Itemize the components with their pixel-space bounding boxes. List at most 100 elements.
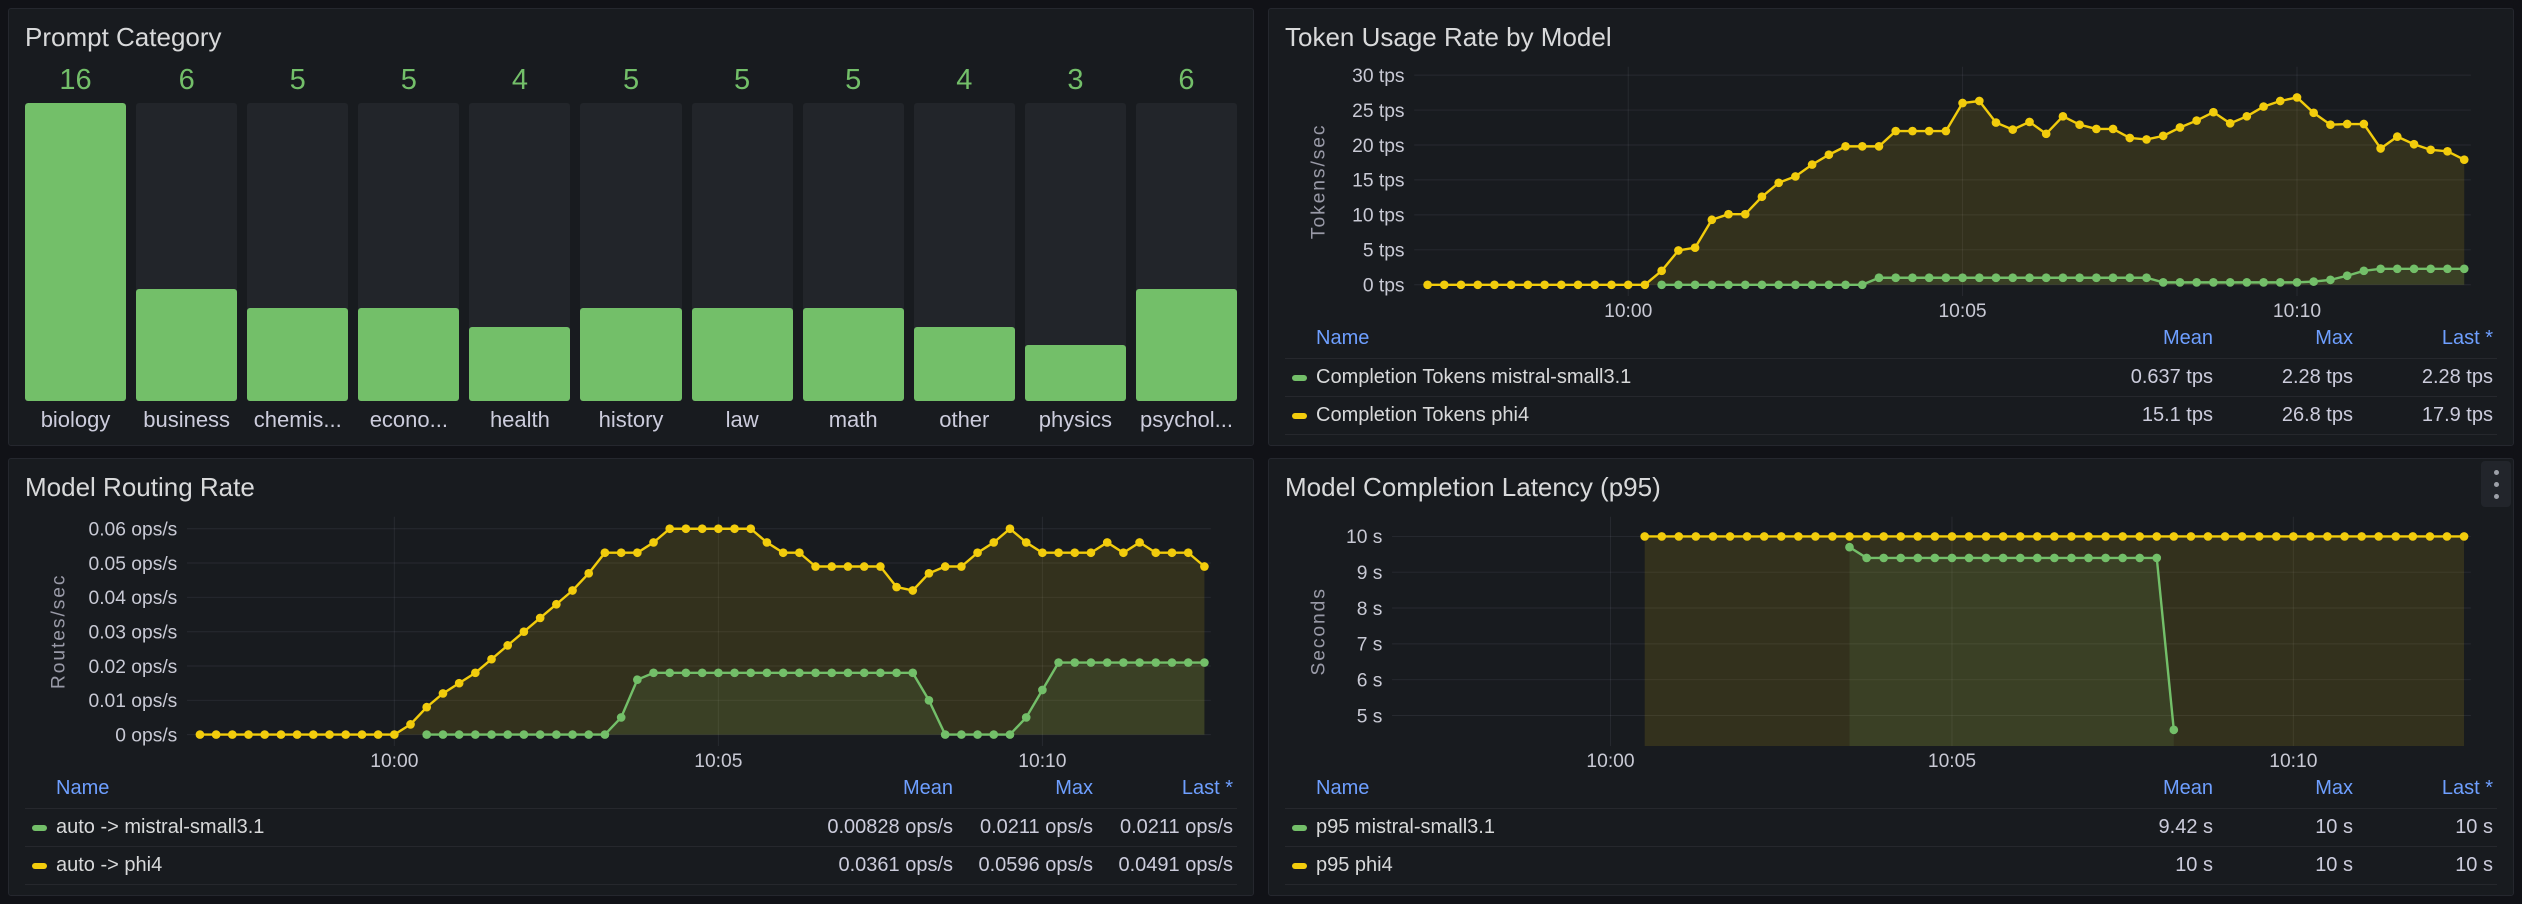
svg-text:Routes/sec: Routes/sec: [49, 574, 70, 690]
svg-text:0.04 ops/s: 0.04 ops/s: [88, 588, 177, 609]
legend-header-last[interactable]: Last *: [2441, 327, 2493, 349]
legend-series-name[interactable]: Completion Tokens phi4: [1316, 404, 1530, 426]
panel-title[interactable]: Model Routing Rate: [25, 472, 255, 502]
legend-header-max[interactable]: Max: [2315, 327, 2353, 349]
bar-category-label: law: [725, 407, 759, 432]
legend-header-name[interactable]: Name: [1316, 327, 1370, 349]
svg-text:10:10: 10:10: [1018, 751, 1066, 771]
bar-fill: [358, 307, 460, 401]
bar-track: [136, 103, 238, 401]
svg-text:0.05 ops/s: 0.05 ops/s: [88, 554, 177, 575]
panel-menu-button[interactable]: [2481, 461, 2511, 507]
legend-series-toggle[interactable]: auto -> phi4: [25, 854, 813, 877]
time-series-plot[interactable]: 5 s 6 s 7 s 8 s 9 s 10 s 10:00 10:05 10:10 Second…: [1285, 509, 2497, 771]
legend-series-toggle[interactable]: Completion Tokens phi4: [1285, 404, 2073, 427]
legend-header-mean[interactable]: Mean: [2162, 327, 2213, 349]
svg-text:10:00: 10:00: [1586, 751, 1634, 771]
legend-row: Completion Tokens mistral-small3.1 0.637 …: [1285, 358, 2497, 396]
bar-column: 5 chemis...: [247, 61, 349, 435]
bar-track: [580, 103, 682, 401]
legend-mean-value: 0.00828 ops/s: [827, 816, 953, 838]
bar-column: 5 econo...: [358, 61, 460, 435]
bar-value-label: 16: [59, 64, 92, 96]
kebab-menu-icon: [2493, 469, 2499, 475]
svg-text:0.03 ops/s: 0.03 ops/s: [88, 622, 177, 643]
legend-series-name[interactable]: Completion Tokens mistral-small3.1: [1316, 366, 1632, 388]
svg-text:9 s: 9 s: [1357, 563, 1383, 584]
svg-text:7 s: 7 s: [1357, 635, 1383, 656]
legend-series-toggle[interactable]: p95 mistral-small3.1: [1285, 816, 2073, 839]
svg-text:5 s: 5 s: [1357, 706, 1383, 727]
bar-fill: [136, 289, 238, 401]
legend-row: auto -> phi4 0.0361 ops/s 0.0596 ops/s 0.04…: [25, 846, 1237, 885]
legend-max-value: 26.8 tps: [2281, 404, 2353, 426]
legend-header-last[interactable]: Last *: [2441, 777, 2493, 799]
bar-fill: [691, 307, 793, 401]
bar-column: 5 math: [802, 61, 904, 435]
bar-fill: [25, 103, 127, 401]
series-color-swatch-icon: [1292, 374, 1307, 381]
bar-track: [913, 103, 1015, 401]
svg-text:10:00: 10:00: [370, 751, 418, 771]
legend-series-toggle[interactable]: Completion Tokens mistral-small3.1: [1285, 366, 2073, 389]
svg-text:20 tps: 20 tps: [1352, 136, 1404, 157]
bar-category-label: business: [143, 407, 231, 432]
legend-header-last[interactable]: Last *: [1181, 777, 1233, 799]
bar-column: 4 health: [469, 61, 571, 435]
bar-category-label: math: [828, 407, 878, 432]
legend-header-max[interactable]: Max: [2315, 777, 2353, 799]
bar-track: [25, 103, 127, 401]
legend-header-mean[interactable]: Mean: [902, 777, 953, 799]
legend-series-name[interactable]: auto -> mistral-small3.1: [56, 816, 265, 838]
svg-text:10:00: 10:00: [1604, 301, 1652, 321]
panel-token-usage: Token Usage Rate by Model 0 tps 5 tps 10 t…: [1268, 8, 2514, 446]
svg-text:10:05: 10:05: [1938, 301, 1986, 321]
legend-header-max[interactable]: Max: [1055, 777, 1093, 799]
bar-column: 5 law: [691, 61, 793, 435]
svg-text:10:05: 10:05: [694, 751, 742, 771]
legend-max-value: 0.0211 ops/s: [979, 816, 1093, 838]
legend-header-name[interactable]: Name: [56, 777, 110, 799]
bar-value-label: 5: [622, 64, 640, 96]
bar-fill: [1135, 289, 1238, 401]
legend-mean-value: 10 s: [2175, 854, 2213, 876]
legend-header-name[interactable]: Name: [1316, 777, 1370, 799]
legend-max-value: 2.28 tps: [2281, 366, 2353, 388]
svg-text:0 tps: 0 tps: [1363, 276, 1405, 297]
panel-title[interactable]: Model Completion Latency (p95): [1285, 472, 1661, 502]
svg-text:10 s: 10 s: [1346, 527, 1382, 548]
svg-text:5 tps: 5 tps: [1363, 241, 1405, 262]
bar-value-label: 3: [1067, 64, 1084, 96]
legend-last-value: 0.0491 ops/s: [1118, 854, 1233, 876]
bar-track: [802, 103, 904, 401]
panel-title[interactable]: Prompt Category: [25, 22, 222, 52]
panel-model-routing: Model Routing Rate 0 ops/s 0.01 ops/s 0.02…: [8, 458, 1254, 896]
svg-text:10:05: 10:05: [1928, 751, 1976, 771]
bar-chart[interactable]: 16 biology 6 business 5 chemis... 5 econo... 4 he…: [25, 61, 1238, 435]
svg-text:6 s: 6 s: [1357, 670, 1383, 691]
legend-series-toggle[interactable]: p95 phi4: [1285, 854, 2073, 877]
legend-series-name[interactable]: p95 phi4: [1316, 854, 1393, 876]
kebab-menu-icon: [2493, 481, 2499, 487]
legend-last-value: 17.9 tps: [2421, 404, 2493, 426]
bar-category-label: history: [598, 407, 664, 432]
legend-header-mean[interactable]: Mean: [2162, 777, 2213, 799]
legend-series-toggle[interactable]: auto -> mistral-small3.1: [25, 816, 813, 839]
legend-mean-value: 0.637 tps: [2130, 366, 2213, 388]
bar-value-label: 5: [400, 64, 417, 96]
bar-fill: [469, 326, 571, 401]
panel-title[interactable]: Token Usage Rate by Model: [1285, 22, 1612, 52]
svg-text:10:10: 10:10: [2269, 751, 2317, 771]
bar-column: 3 physics: [1024, 61, 1126, 435]
legend-series-name[interactable]: p95 mistral-small3.1: [1316, 816, 1495, 838]
time-series-plot[interactable]: 0 tps 5 tps 10 tps 15 tps 20 tps 25 tps 30 tps…: [1285, 59, 2497, 321]
time-series-plot[interactable]: 0 ops/s 0.01 ops/s 0.02 ops/s 0.03 ops/s 0.0…: [25, 509, 1237, 771]
bar-fill: [802, 307, 904, 401]
bar-category-label: other: [939, 407, 990, 432]
bar-fill: [913, 326, 1015, 401]
legend-series-name[interactable]: auto -> phi4: [56, 854, 163, 876]
bar-column: 6 psychol...: [1135, 61, 1238, 435]
legend-mean-value: 15.1 tps: [2141, 404, 2213, 426]
bar-value-label: 6: [1178, 64, 1195, 96]
